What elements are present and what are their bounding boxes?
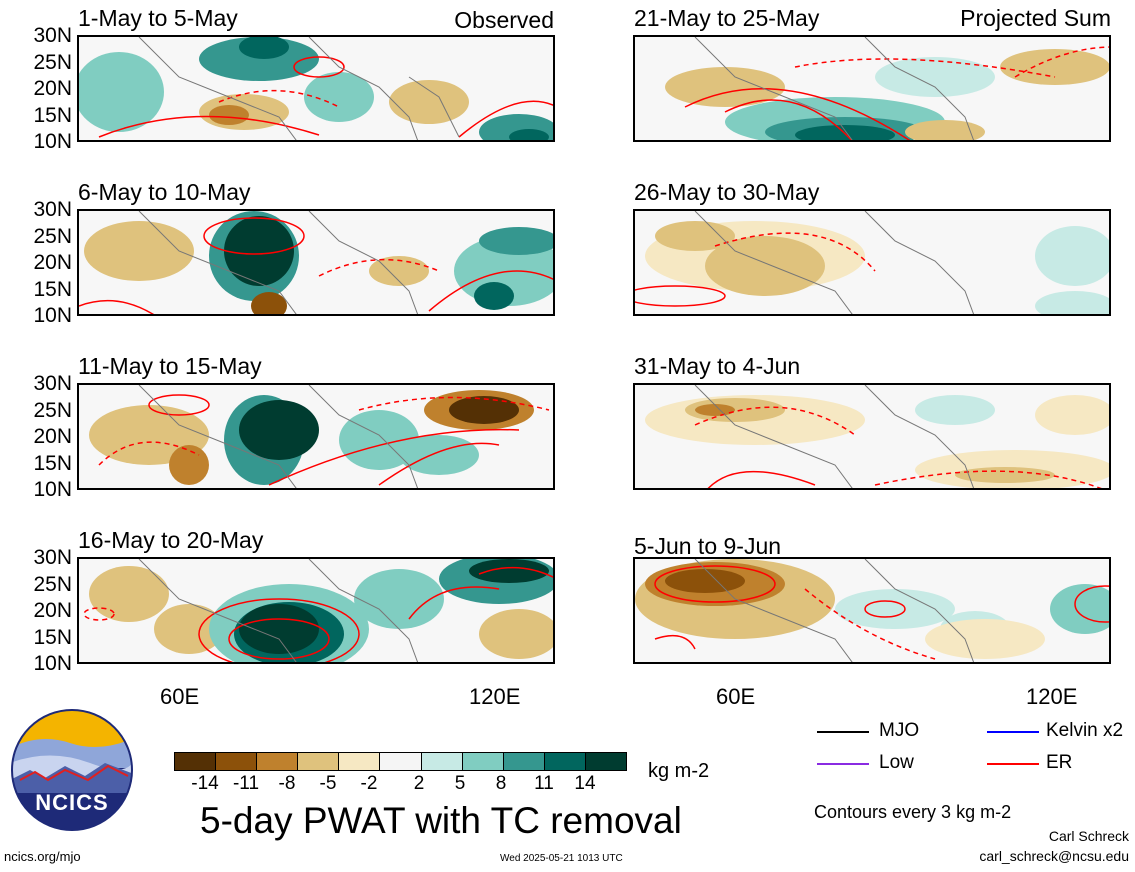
lat-label: 10N xyxy=(33,478,72,501)
site-url: ncics.org/mjo xyxy=(4,849,81,864)
colorbar-segment xyxy=(338,752,381,771)
lat-label: 30N xyxy=(33,24,72,47)
lat-label: 10N xyxy=(33,130,72,153)
colorbar-segment xyxy=(215,752,258,771)
lat-label: 15N xyxy=(33,104,72,127)
panel-title: 26-May to 30-May xyxy=(634,179,820,205)
mjo-legend-line xyxy=(817,731,869,733)
lat-label: 20N xyxy=(33,77,72,100)
legend-label-er: ER xyxy=(1046,752,1073,773)
colorbar-segment xyxy=(584,752,627,771)
lon-label: 120E xyxy=(1026,684,1078,709)
author-email: carl_schreck@ncsu.edu xyxy=(979,848,1129,864)
lat-label: 30N xyxy=(33,372,72,395)
lat-label: 25N xyxy=(33,399,72,422)
map-plot xyxy=(77,209,555,316)
map-plot xyxy=(77,35,555,142)
colorbar-segment xyxy=(461,752,504,771)
colorbar-segment xyxy=(502,752,545,771)
colorbar-segment xyxy=(256,752,299,771)
colorbar-tick-label: 8 xyxy=(495,773,507,794)
colorbar-tick-label: -2 xyxy=(360,773,378,794)
colorbar-tick-label: -11 xyxy=(232,773,260,794)
lat-label: 20N xyxy=(33,425,72,448)
colorbar-tick-label: 14 xyxy=(574,773,596,794)
colorbar-unit: kg m-2 xyxy=(648,760,710,782)
colorbar-tick-label: -8 xyxy=(278,773,296,794)
lat-label: 30N xyxy=(33,198,72,221)
main-title: 5-day PWAT with TC removal xyxy=(200,800,682,841)
legend-label-mjo: MJO xyxy=(879,720,920,741)
lat-label: 25N xyxy=(33,51,72,74)
colorbar-tick-label: 2 xyxy=(413,773,425,794)
lat-label: 15N xyxy=(33,452,72,475)
colorbar-tick-label: -14 xyxy=(191,773,219,794)
panel-title: 31-May to 4-Jun xyxy=(634,353,801,379)
map-plot xyxy=(77,383,555,490)
panel-title: 21-May to 25-May xyxy=(634,5,820,31)
low-legend-line xyxy=(817,763,869,765)
er-legend-line xyxy=(987,763,1039,765)
lat-label: 15N xyxy=(33,278,72,301)
projected-sum-label: Projected Sum xyxy=(960,5,1111,31)
colorbar-segment xyxy=(543,752,586,771)
colorbar-segment xyxy=(379,752,422,771)
map-plot xyxy=(77,557,555,664)
map-plot xyxy=(633,383,1111,490)
lat-label: 20N xyxy=(33,251,72,274)
lat-label: 20N xyxy=(33,599,72,622)
colorbar-tick-label: -5 xyxy=(319,773,337,794)
logo-text: NCICS xyxy=(35,790,109,815)
legend-label-kelvin: Kelvin x2 xyxy=(1046,720,1124,741)
colorbar-segment xyxy=(297,752,340,771)
legend-label-low: Low xyxy=(879,752,914,773)
ncics-logo: NCICS xyxy=(10,708,134,832)
map-plot xyxy=(633,209,1111,316)
colorbar-tick-label: 11 xyxy=(534,773,554,794)
kelvin-legend-line xyxy=(987,731,1039,733)
map-plot xyxy=(633,557,1111,664)
lat-label: 10N xyxy=(33,652,72,675)
colorbar-segment xyxy=(420,752,463,771)
lat-label: 30N xyxy=(33,546,72,569)
lon-label: 60E xyxy=(716,684,756,709)
lat-label: 25N xyxy=(33,573,72,596)
lon-label: 60E xyxy=(160,684,200,709)
lon-label: 120E xyxy=(469,684,521,709)
panel-title: 11-May to 15-May xyxy=(78,353,262,379)
map-plot xyxy=(633,35,1111,142)
panel-title: 5-Jun to 9-Jun xyxy=(634,533,782,559)
panel-title: 16-May to 20-May xyxy=(78,527,264,553)
lat-label: 10N xyxy=(33,304,72,327)
panel-title: 1-May to 5-May xyxy=(78,5,238,31)
timestamp: Wed 2025-05-21 1013 UTC xyxy=(500,853,623,864)
contour-note: Contours every 3 kg m-2 xyxy=(814,802,1012,822)
lat-label: 15N xyxy=(33,626,72,649)
panel-title: 6-May to 10-May xyxy=(78,179,251,205)
author-name: Carl Schreck xyxy=(1048,828,1129,844)
colorbar-tick-label: 5 xyxy=(454,773,466,794)
observed-label: Observed xyxy=(454,7,554,33)
colorbar-segment xyxy=(174,752,217,771)
lat-label: 25N xyxy=(33,225,72,248)
